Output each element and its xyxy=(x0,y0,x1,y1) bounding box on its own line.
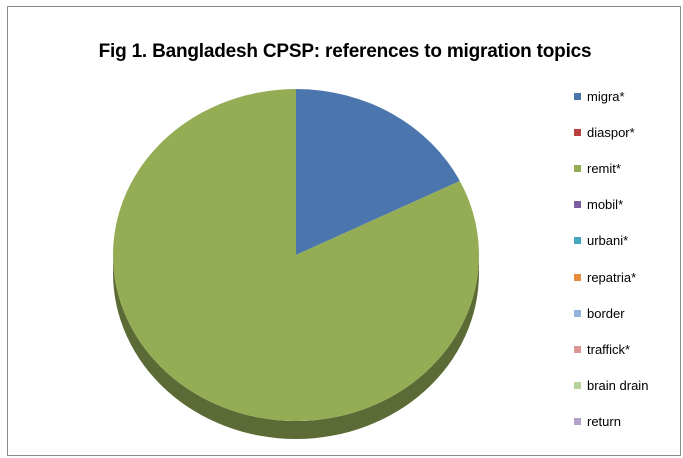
legend-swatch xyxy=(574,382,581,390)
legend-label: remit* xyxy=(587,160,621,176)
legend-item-urbani: urbani* xyxy=(574,232,628,250)
legend-swatch xyxy=(574,92,581,100)
legend-swatch xyxy=(574,128,581,136)
chart-area: Fig 1. Bangladesh CPSP: references to mi… xyxy=(7,6,681,456)
pie-slice-remit xyxy=(113,89,480,421)
legend-item-migra: migra* xyxy=(574,87,625,105)
legend-label: migra* xyxy=(587,88,625,104)
legend-swatch xyxy=(574,201,581,209)
legend-swatch xyxy=(574,418,581,426)
legend-item-diaspor: diaspor* xyxy=(574,123,635,141)
legend-swatch xyxy=(574,309,581,317)
legend-label: border xyxy=(587,305,625,321)
legend-item-repatria: repatria* xyxy=(574,268,636,286)
legend-swatch xyxy=(574,164,581,172)
legend-label: brain drain xyxy=(587,378,649,394)
legend-swatch xyxy=(574,345,581,353)
legend-swatch xyxy=(574,237,581,245)
legend-item-border: border xyxy=(574,304,625,322)
pie-slices xyxy=(113,89,480,421)
chart-title: Fig 1. Bangladesh CPSP: references to mi… xyxy=(98,41,592,62)
legend-label: urbani* xyxy=(587,233,629,249)
legend-label: diaspor* xyxy=(587,124,635,140)
legend-item-brain-drain: brain drain xyxy=(574,377,648,395)
pie-plot xyxy=(113,89,480,439)
legend-label: repatria* xyxy=(587,269,637,285)
legend-item-mobil: mobil* xyxy=(574,196,623,214)
legend-item-remit: remit* xyxy=(574,159,621,177)
legend-label: traffick* xyxy=(587,341,631,357)
legend-label: mobil* xyxy=(587,197,624,213)
legend-item-traffick: traffick* xyxy=(574,340,630,358)
legend-label: return xyxy=(587,414,621,430)
pie-slice-migra xyxy=(296,89,460,255)
legend-swatch xyxy=(574,273,581,281)
legend-item-return: return xyxy=(574,413,621,431)
